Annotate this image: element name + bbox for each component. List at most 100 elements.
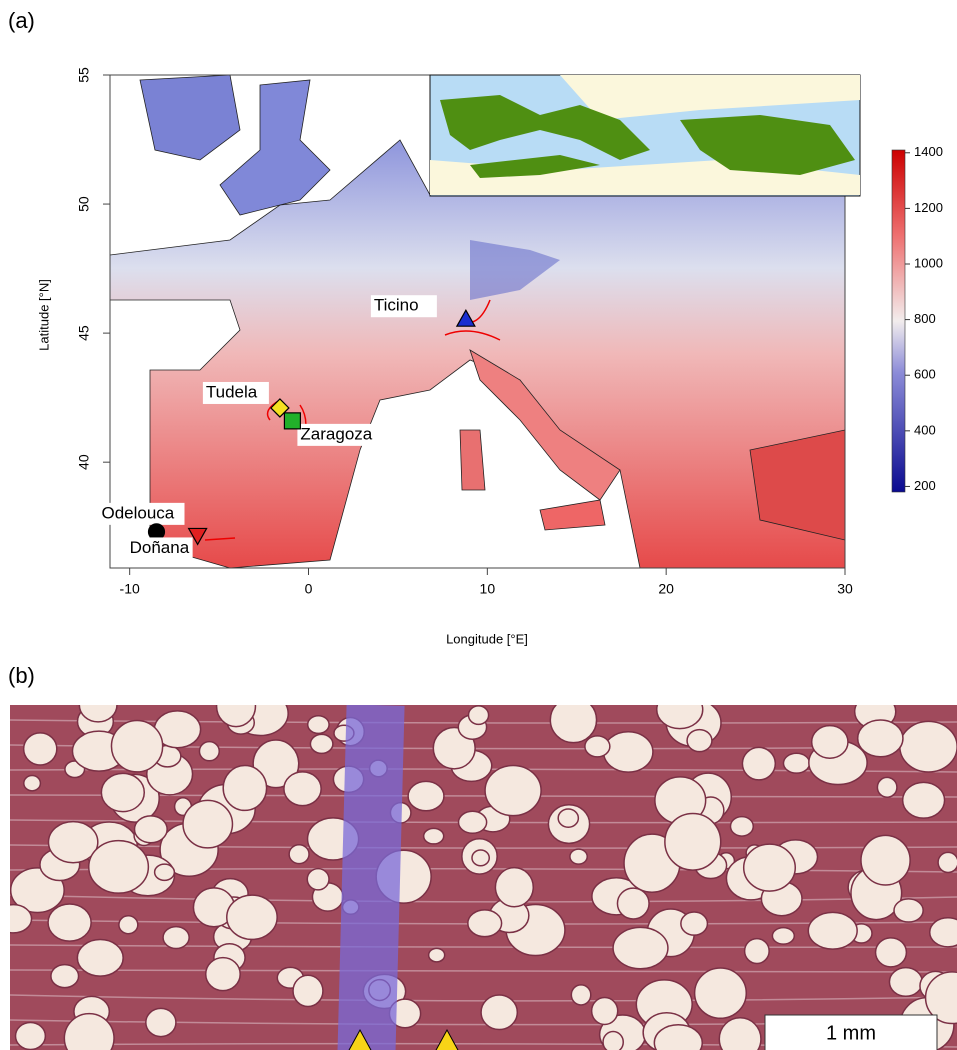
- y-tick-label: 55: [76, 67, 92, 83]
- vessel: [16, 1023, 46, 1050]
- site-label: Doñana: [130, 538, 190, 557]
- vessel: [429, 948, 445, 962]
- colorbar-tick-label: 1200: [914, 200, 943, 215]
- vessel: [284, 772, 321, 806]
- colorbar-tick-label: 1000: [914, 255, 943, 270]
- vessel: [730, 817, 753, 836]
- vessel: [877, 777, 897, 797]
- vessel: [24, 776, 41, 791]
- vessel: [424, 828, 444, 844]
- x-axis-label: Longitude [°E]: [446, 631, 528, 646]
- site-label: Tudela: [206, 382, 258, 401]
- vessel: [745, 939, 770, 964]
- colorbar-tick-label: 1400: [914, 144, 943, 159]
- vessel: [550, 697, 596, 743]
- vessel: [903, 782, 945, 818]
- colorbar: [892, 150, 905, 492]
- vessel: [111, 721, 162, 772]
- vessel: [695, 968, 747, 1018]
- vessel: [613, 927, 668, 968]
- vessel: [900, 721, 957, 772]
- vessel: [938, 852, 957, 872]
- micrograph: [0, 686, 957, 1050]
- scale-bar: 1 mm: [765, 1015, 937, 1050]
- y-tick-label: 40: [76, 454, 92, 470]
- vessel: [199, 742, 219, 761]
- vessel: [570, 849, 587, 864]
- vessel: [812, 726, 848, 759]
- vessel: [604, 732, 653, 772]
- vessel: [183, 800, 232, 848]
- colorbar-tick-label: 200: [914, 478, 936, 493]
- vessel: [571, 985, 590, 1005]
- highlight-strip: [337, 704, 404, 1050]
- vessel: [227, 895, 277, 939]
- vessel: [889, 968, 922, 997]
- vessel: [469, 706, 489, 724]
- vessel: [89, 841, 149, 894]
- vessel: [24, 733, 57, 765]
- vessel: [744, 844, 796, 891]
- site-label: Ticino: [374, 296, 419, 315]
- y-axis-label: Latitude [°N]: [36, 279, 51, 351]
- inset-map: [430, 75, 860, 196]
- colorbar-tick-label: 800: [914, 311, 936, 326]
- vessel: [119, 916, 138, 934]
- vessel: [459, 811, 487, 833]
- vessel: [307, 869, 329, 890]
- vessel: [558, 809, 578, 827]
- vessel: [0, 905, 32, 933]
- vessel: [310, 734, 332, 753]
- x-tick-label: 30: [837, 581, 853, 597]
- vessel: [77, 940, 123, 977]
- vessel: [742, 747, 775, 780]
- vessel: [468, 910, 502, 937]
- vessel: [206, 958, 240, 991]
- vessel: [617, 888, 649, 919]
- vessel: [665, 814, 721, 871]
- x-tick-label: 20: [658, 581, 674, 597]
- vessel: [657, 691, 703, 729]
- vessel: [101, 773, 144, 811]
- vessel: [481, 995, 517, 1029]
- vessel: [772, 928, 794, 944]
- vessel: [79, 688, 117, 722]
- vessel: [135, 816, 168, 843]
- vessel: [155, 864, 175, 880]
- vessel: [293, 975, 323, 1006]
- vessel: [308, 716, 329, 734]
- vessel: [681, 912, 708, 935]
- vessel: [223, 766, 266, 811]
- scale-label: 1 mm: [826, 1022, 876, 1044]
- colorbar-tick-label: 400: [914, 422, 936, 437]
- colorbar-tick-label: 600: [914, 367, 936, 382]
- vessel: [408, 781, 444, 810]
- vessel: [146, 1008, 176, 1036]
- vessel: [894, 899, 923, 922]
- vessel: [687, 730, 712, 752]
- vessel: [289, 845, 309, 864]
- site-marker: [284, 413, 300, 429]
- figure: (a) Longitude [°E] Latitude [°N] (b) 1 m…: [0, 0, 957, 1050]
- vessel: [485, 765, 541, 815]
- vessel: [472, 850, 489, 866]
- vessel: [217, 686, 256, 727]
- vessel: [861, 835, 910, 885]
- vessel: [585, 736, 610, 757]
- x-tick-label: 0: [305, 581, 313, 597]
- panel-label: (a): [8, 8, 35, 33]
- vessel: [48, 904, 91, 941]
- vessel: [930, 918, 957, 947]
- x-tick-label: 10: [480, 581, 496, 597]
- site-label: Odelouca: [101, 503, 174, 522]
- x-tick-label: -10: [120, 581, 140, 597]
- y-tick-label: 50: [76, 196, 92, 212]
- vessel: [51, 965, 79, 988]
- vessel: [603, 1032, 623, 1050]
- site-label: Zaragoza: [300, 424, 372, 443]
- vessel: [858, 720, 903, 757]
- y-tick-label: 45: [76, 325, 92, 341]
- panel-label: (b): [8, 663, 35, 688]
- vessel: [495, 868, 533, 907]
- vessel: [592, 997, 618, 1024]
